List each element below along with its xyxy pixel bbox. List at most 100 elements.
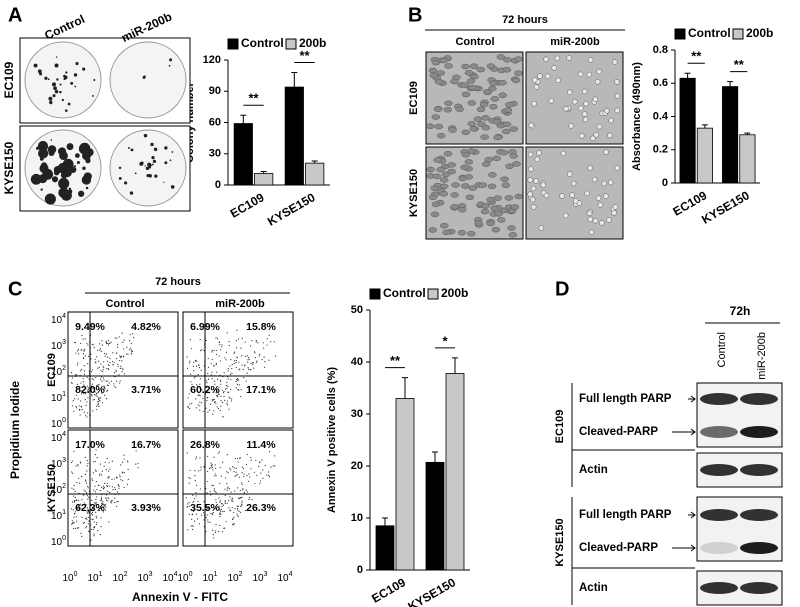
event <box>231 500 233 502</box>
band <box>700 509 738 521</box>
cell <box>612 204 619 210</box>
cell <box>481 115 490 121</box>
cell <box>587 57 594 63</box>
event <box>113 361 115 364</box>
cell <box>498 79 507 86</box>
event <box>86 385 89 387</box>
event <box>107 380 109 382</box>
event <box>222 416 224 418</box>
event <box>211 399 213 401</box>
event <box>116 337 118 339</box>
event <box>215 388 217 390</box>
quadrant-percent: 9.49% <box>75 321 105 333</box>
event <box>113 372 116 374</box>
event <box>202 410 204 413</box>
event <box>215 467 217 469</box>
event <box>98 509 101 512</box>
axis-tick-label: 102 <box>51 365 66 378</box>
event <box>98 343 101 345</box>
event <box>220 383 222 385</box>
colony <box>171 151 174 153</box>
event <box>87 363 89 365</box>
event <box>232 523 234 525</box>
axis-tick-label: 104 <box>51 431 66 444</box>
cell <box>431 114 441 120</box>
event <box>228 396 230 398</box>
event <box>95 523 98 525</box>
event <box>200 469 202 471</box>
row-label: EC109 <box>408 81 420 115</box>
tick-exp: 3 <box>62 339 66 346</box>
cell <box>492 119 502 125</box>
event <box>106 389 109 391</box>
event <box>262 342 264 344</box>
event <box>103 367 105 369</box>
event <box>97 401 99 403</box>
event <box>266 344 268 346</box>
event <box>85 492 88 494</box>
cell <box>497 217 506 223</box>
event <box>212 398 214 401</box>
event <box>74 496 77 499</box>
tick-exp: 4 <box>174 571 178 578</box>
event <box>189 339 191 341</box>
cell <box>582 116 589 123</box>
event <box>111 460 113 462</box>
cell <box>528 122 535 129</box>
event <box>112 352 114 354</box>
event <box>70 461 73 464</box>
event <box>120 479 122 481</box>
cell <box>432 173 442 180</box>
event <box>122 472 124 474</box>
cell <box>614 107 621 114</box>
error-bar <box>402 377 408 399</box>
event <box>213 380 216 382</box>
event <box>133 337 135 339</box>
event <box>118 374 120 376</box>
event <box>82 381 85 383</box>
cell <box>527 177 534 183</box>
colony <box>50 139 53 141</box>
colony <box>40 188 43 191</box>
event <box>84 393 87 395</box>
colony <box>82 67 86 71</box>
event <box>95 470 97 472</box>
event <box>250 459 252 461</box>
colony <box>47 145 57 154</box>
event <box>199 395 201 397</box>
event <box>226 400 229 402</box>
cell <box>566 171 573 177</box>
event <box>108 382 110 384</box>
event <box>91 507 94 510</box>
event <box>107 364 109 366</box>
colony <box>74 85 77 88</box>
event <box>229 467 231 470</box>
event <box>195 407 197 409</box>
cell <box>490 205 499 212</box>
event <box>116 477 118 479</box>
event <box>92 479 94 481</box>
event <box>221 346 223 348</box>
event <box>107 490 109 492</box>
event <box>226 471 228 473</box>
event <box>96 356 98 358</box>
cell <box>490 96 500 102</box>
event <box>77 398 79 400</box>
tick-exp: 0 <box>74 571 78 578</box>
event <box>80 382 82 384</box>
event <box>121 360 123 362</box>
cell <box>494 211 503 217</box>
panel-label: A <box>8 4 22 26</box>
event <box>211 513 213 515</box>
error-bar <box>727 81 734 87</box>
cell <box>461 63 470 70</box>
event <box>111 500 113 502</box>
event <box>228 507 230 509</box>
event <box>208 392 210 394</box>
event <box>215 530 217 532</box>
event <box>199 488 201 490</box>
tick-exp: 2 <box>239 571 243 578</box>
event <box>110 501 112 503</box>
panel-title: 72h <box>730 304 751 318</box>
event <box>195 492 197 494</box>
